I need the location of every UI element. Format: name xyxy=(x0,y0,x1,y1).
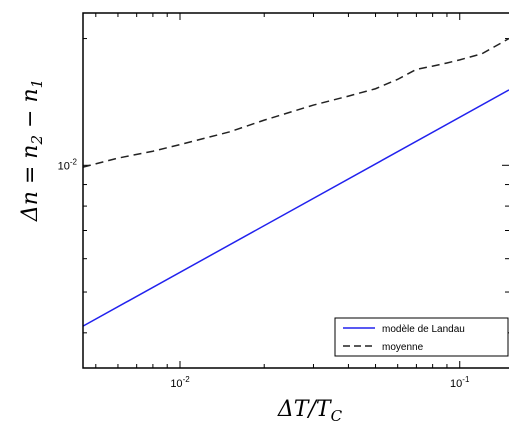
legend-box xyxy=(334,317,509,357)
series-group xyxy=(82,37,509,327)
y-axis-label: Δn = n2 − n1 xyxy=(18,79,46,222)
x-tick-label: 10-2 xyxy=(170,375,190,390)
series-line-moyenne xyxy=(82,37,509,168)
plot-background xyxy=(83,13,509,368)
legend-label-landau: modèle de Landau xyxy=(382,324,465,335)
x-tick-label: 10-1 xyxy=(450,375,470,390)
tick-labels: 10-2 10-1 10-2 xyxy=(58,157,470,390)
plot-frame xyxy=(82,12,509,369)
series-line-landau xyxy=(82,89,509,327)
legend-label-moyenne: moyenne xyxy=(382,342,424,353)
y-tick-label: 10-2 xyxy=(58,157,78,172)
legend: modèle de Landau moyenne xyxy=(334,317,509,357)
x-axis-label: ΔT/TC xyxy=(277,397,343,425)
